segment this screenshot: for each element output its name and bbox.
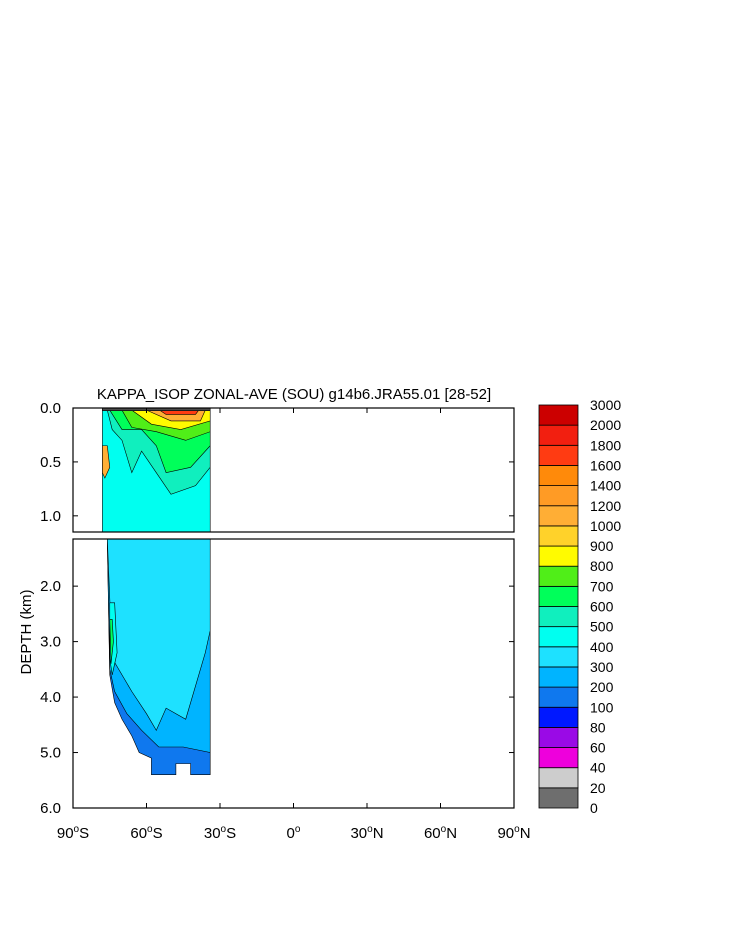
colorbar-swatch <box>538 485 579 507</box>
colorbar-swatch <box>538 686 579 708</box>
y-tick-label: 0.5 <box>40 454 61 471</box>
colorbar-swatch <box>538 787 579 809</box>
colorbar-label: 3000 <box>590 397 621 413</box>
upper-field <box>102 408 211 532</box>
y-tick-label: 5.0 <box>40 745 61 762</box>
colorbar-swatch <box>538 545 579 567</box>
lower-panel: 2.0 3.0 4.0 5.0 6.0 <box>40 538 515 817</box>
colorbar-label: 200 <box>590 679 614 695</box>
x-tick-label: 30oN <box>350 824 383 842</box>
colorbar-label: 1200 <box>590 498 621 514</box>
chart-title: KAPPA_ISOP ZONAL-AVE (SOU) g14b6.JRA55.0… <box>97 386 491 403</box>
x-tick-label: 90oS <box>57 824 89 842</box>
colorbar-label: 300 <box>590 659 614 675</box>
colorbar-swatch <box>538 585 579 607</box>
colorbar-label: 900 <box>590 538 614 554</box>
upper-panel: 0.0 0.5 1.0 <box>40 400 515 533</box>
y-tick-label: 6.0 <box>40 800 61 817</box>
colorbar-label: 500 <box>590 619 614 635</box>
field-region-surface <box>102 408 211 411</box>
field-region-lightblue <box>106 539 211 732</box>
colorbar-label: 2000 <box>590 417 621 433</box>
colorbar-swatch <box>538 424 579 446</box>
colorbar-label: 1000 <box>590 518 621 534</box>
colorbar-label: 100 <box>590 699 614 715</box>
colorbar-swatch <box>538 767 579 789</box>
colorbar-label: 60 <box>590 740 606 756</box>
colorbar-swatch <box>538 465 579 487</box>
colorbar: 0 20 40 60 80 100 200 300 400 500 600 700 800 900 1000… <box>538 397 621 816</box>
colorbar-swatch <box>538 404 579 426</box>
x-tick-label: 0o <box>287 824 301 842</box>
lower-field <box>106 539 211 776</box>
colorbar-swatch <box>538 626 579 648</box>
y-tick-label: 4.0 <box>40 689 61 706</box>
colorbar-swatch <box>538 505 579 527</box>
colorbar-label: 1600 <box>590 457 621 473</box>
colorbar-swatch <box>538 606 579 628</box>
colorbar-swatch <box>538 646 579 668</box>
x-tick-label: 30oS <box>204 824 236 842</box>
field-region-coast-hot <box>102 445 111 479</box>
colorbar-label: 400 <box>590 639 614 655</box>
colorbar-swatch <box>538 525 579 547</box>
colorbar-swatch <box>538 727 579 748</box>
field-region-deep-green <box>109 619 114 664</box>
colorbar-label: 1400 <box>590 478 621 494</box>
y-tick-label: 3.0 <box>40 634 61 651</box>
colorbar-label: 1800 <box>590 437 621 453</box>
colorbar-label: 700 <box>590 578 614 594</box>
x-tick-label: 60oN <box>424 824 457 842</box>
colorbar-label: 40 <box>590 760 606 776</box>
y-tick-label: 0.0 <box>40 400 61 417</box>
colorbar-swatch <box>538 706 579 728</box>
colorbar-label: 0 <box>590 800 598 816</box>
y-axis-label: DEPTH (km) <box>18 590 35 675</box>
colorbar-label: 20 <box>590 780 606 796</box>
y-tick-label: 2.0 <box>40 578 61 595</box>
colorbar-swatch <box>538 666 579 688</box>
colorbar-label: 600 <box>590 599 614 615</box>
colorbar-swatch <box>538 444 579 466</box>
x-tick-label: 60oS <box>130 824 162 842</box>
colorbar-swatch <box>538 747 579 769</box>
colorbar-label: 800 <box>590 558 614 574</box>
x-tick-label: 90oN <box>497 824 530 842</box>
colorbar-label: 80 <box>590 719 606 735</box>
y-tick-label: 1.0 <box>40 508 61 525</box>
colorbar-swatch <box>538 565 579 587</box>
x-axis: 90oS 60oS 30oS 0o 30oN 60oN 90oN <box>57 408 531 842</box>
